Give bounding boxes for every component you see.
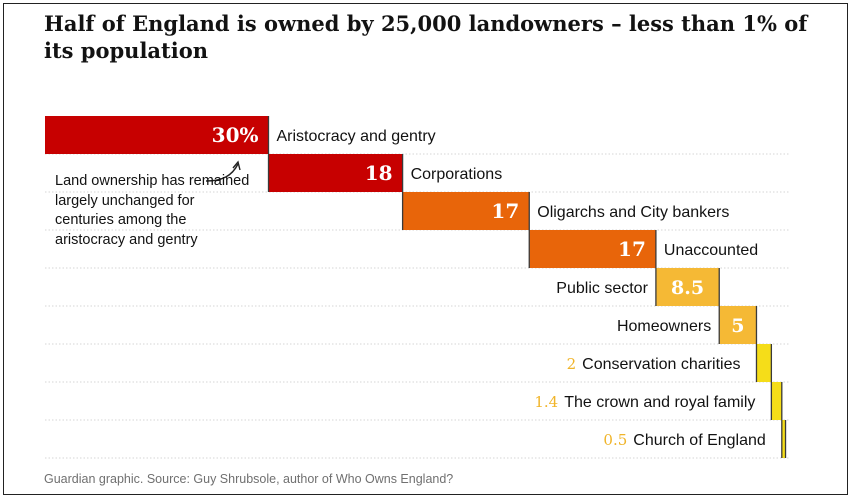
bar <box>771 382 782 420</box>
bars-group <box>45 116 786 458</box>
category-label: Corporations <box>411 166 503 183</box>
source-footer: Guardian graphic. Source: Guy Shrubsole,… <box>44 472 454 486</box>
connectors-group <box>267 116 787 458</box>
category-label: Conservation charities <box>582 356 740 373</box>
bar-value-label: 5 <box>731 315 744 337</box>
bar-value-label: 8.5 <box>671 277 704 299</box>
bar-value-label: 30% <box>212 123 259 147</box>
annotation-arrow <box>205 160 241 182</box>
category-label: Oligarchs and City bankers <box>537 204 729 221</box>
category-label: Unaccounted <box>664 242 758 259</box>
annotation-note: Land ownership has remained largely unch… <box>55 173 250 248</box>
chart-frame <box>3 3 848 495</box>
bar <box>268 154 403 192</box>
bar <box>529 230 656 268</box>
bar-value-label: 1.4 <box>534 393 558 411</box>
category-label: Aristocracy and gentry <box>277 128 436 145</box>
labels-group: 30% Aristocracy and gentry 18 Corporations 1… <box>212 123 766 449</box>
category-label: Church of England <box>633 432 766 449</box>
bar-value-label: 17 <box>618 237 646 261</box>
bar <box>781 420 786 458</box>
category-label: The crown and royal family <box>564 394 755 411</box>
bar-value-label: 17 <box>491 199 519 223</box>
bar <box>45 116 269 154</box>
bar-value-label: 18 <box>365 161 393 185</box>
category-label: Homeowners <box>617 318 711 335</box>
bar <box>756 344 772 382</box>
chart-title: Half of England is owned by 25,000 lando… <box>44 11 808 63</box>
category-label: Public sector <box>556 280 648 297</box>
bar <box>402 192 530 230</box>
bar-value-label: 0.5 <box>603 431 627 449</box>
bar <box>655 268 720 306</box>
bar <box>719 306 757 344</box>
bar-value-label: 2 <box>567 355 577 373</box>
